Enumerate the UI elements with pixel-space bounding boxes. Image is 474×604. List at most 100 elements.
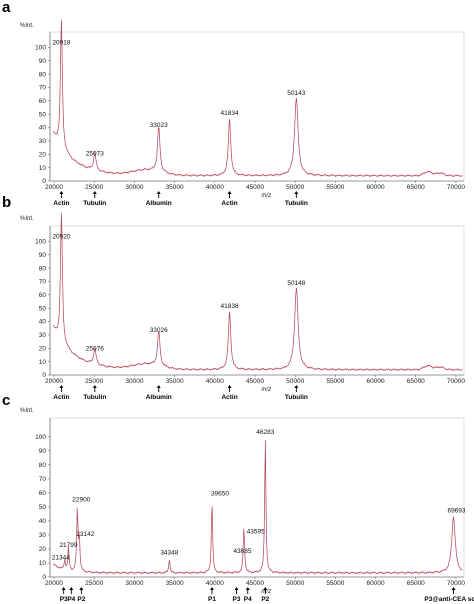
annotation-label: Actin [53, 200, 69, 207]
y-tick-label: 100 [35, 434, 46, 441]
panel-a: a %Int. 0 10 20 30 40 50 60 70 80 90 100 20000 25000 30… [2, 0, 465, 207]
peak-label: 46283 [256, 429, 274, 436]
x-tick-label: 50000 [286, 580, 304, 587]
peak-label: 21799 [59, 542, 77, 549]
x-tick-label: 50000 [286, 184, 304, 191]
peak-label: 25073 [86, 150, 104, 157]
annotation-arrowhead [227, 385, 232, 388]
panel-b: b %Int. 0 10 20 30 40 50 60 70 80 90 100 20000 25000 30… [2, 194, 465, 401]
x-tick-label: 55000 [326, 378, 344, 385]
peak-label: 43685 [233, 548, 251, 555]
spectrum-dots [53, 20, 463, 178]
x-tick-label: 50000 [286, 378, 304, 385]
peak-label: 69693 [447, 507, 465, 514]
annotation-arrowhead [61, 587, 66, 590]
annotation-arrowhead [227, 191, 232, 194]
annotation-arrowhead [234, 587, 239, 590]
annotation-label: Albumin [146, 394, 172, 401]
x-tick-label: 30000 [125, 378, 143, 385]
plot-frame [49, 31, 465, 182]
y-tick-label: 100 [35, 45, 46, 52]
y-tick-label: 50 [39, 504, 47, 511]
y-tick-label: 50 [39, 111, 47, 118]
y-tick-label: 30 [39, 138, 47, 145]
x-tick-label: 30000 [125, 580, 143, 587]
peak-label: 43595 [247, 528, 265, 535]
x-tick-label: 35000 [166, 184, 184, 191]
panel-letter: c [2, 392, 10, 409]
x-tick-label: 45000 [246, 184, 264, 191]
y-tick-label: 10 [39, 165, 47, 172]
y-tick-label: 10 [39, 359, 47, 366]
annotation-arrowhead [59, 191, 64, 194]
annotation-arrowhead [92, 191, 97, 194]
y-tick-label: 0 [42, 178, 46, 185]
annotation-label: P3@anti-CEA scFv [424, 596, 474, 603]
annotation-label: P3 [60, 596, 68, 603]
annotation-label: P2 [77, 596, 85, 603]
y-axis-label: %Int. [20, 408, 34, 414]
annotation-label: Actin [221, 200, 237, 207]
spectrum-dots [53, 441, 463, 575]
peak-label: 25076 [86, 346, 104, 353]
y-tick-label: 90 [39, 448, 47, 455]
annotation-label: P1 [208, 596, 216, 603]
annotation-arrowhead [92, 385, 97, 388]
annotation-label: Tubulin [83, 394, 106, 401]
y-tick-label: 20 [39, 151, 47, 158]
x-tick-label: 60000 [367, 580, 385, 587]
y-tick-label: 70 [39, 279, 47, 286]
y-tick-label: 20 [39, 546, 47, 553]
annotation-arrowhead [245, 587, 250, 590]
annotation-arrowhead [79, 587, 84, 590]
peak-label: 33023 [150, 122, 168, 129]
x-tick-label: 70000 [447, 184, 465, 191]
peak-label: 34348 [160, 549, 178, 556]
x-tick-label: 70000 [447, 378, 465, 385]
x-tick-label: 20000 [45, 184, 63, 191]
plot-frame [49, 417, 465, 578]
annotation-arrowhead [156, 385, 161, 388]
y-tick-label: 40 [39, 518, 47, 525]
peak-label: 22900 [72, 497, 90, 504]
y-tick-label: 30 [39, 532, 47, 539]
x-tick-label: 60000 [367, 378, 385, 385]
peak-label: 50148 [287, 280, 305, 287]
x-tick-label: 45000 [246, 580, 264, 587]
x-tick-label: 25000 [85, 184, 103, 191]
annotation-label: Albumin [146, 200, 172, 207]
annotation-label: P3 [233, 596, 241, 603]
annotation-label: Tubulin [83, 200, 106, 207]
panel-letter: a [2, 0, 11, 16]
y-tick-label: 20 [39, 345, 47, 352]
y-axis-label: %Int. [20, 23, 34, 29]
y-tick-label: 30 [39, 332, 47, 339]
y-tick-label: 10 [39, 560, 47, 567]
annotation-arrowhead [294, 385, 299, 388]
annotation-arrowhead [69, 587, 74, 590]
x-tick-label: 25000 [85, 580, 103, 587]
spectrum-trace [53, 19, 463, 177]
y-tick-label: 0 [42, 574, 46, 581]
annotation-arrowhead [59, 385, 64, 388]
plot-frame [49, 225, 465, 376]
y-tick-label: 40 [39, 125, 47, 132]
x-tick-label: 60000 [367, 184, 385, 191]
y-tick-label: 40 [39, 319, 47, 326]
y-tick-label: 60 [39, 490, 47, 497]
y-tick-label: 80 [39, 71, 47, 78]
y-tick-label: 60 [39, 98, 47, 105]
x-axis-label: m/z [261, 387, 271, 393]
x-tick-label: 65000 [407, 580, 425, 587]
x-tick-label: 30000 [125, 184, 143, 191]
y-tick-label: 70 [39, 476, 47, 483]
x-tick-label: 65000 [407, 184, 425, 191]
annotation-arrowhead [156, 191, 161, 194]
y-tick-label: 100 [35, 239, 46, 246]
panel-letter: b [2, 194, 11, 211]
annotation-label: Tubulin [285, 200, 308, 207]
x-tick-label: 40000 [206, 580, 224, 587]
panel-c: c %Int. 0 10 20 30 40 50 60 70 80 90 100 20000 25000 30… [2, 392, 474, 603]
y-tick-label: 70 [39, 85, 47, 92]
annotation-arrowhead [263, 587, 268, 590]
